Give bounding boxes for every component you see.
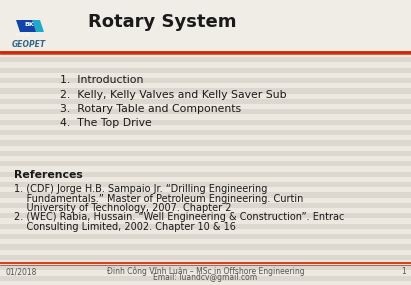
Polygon shape — [16, 20, 36, 32]
Polygon shape — [24, 20, 44, 32]
Bar — [0, 234, 411, 239]
Text: 2.  Kelly, Kelly Valves and Kelly Saver Sub: 2. Kelly, Kelly Valves and Kelly Saver S… — [60, 89, 286, 99]
Bar — [0, 83, 411, 88]
Bar — [0, 62, 411, 68]
Bar — [0, 172, 411, 177]
Text: 4.  The Top Drive: 4. The Top Drive — [60, 119, 152, 129]
Bar — [0, 151, 411, 156]
Bar — [0, 47, 411, 52]
Bar — [0, 255, 411, 260]
Bar — [0, 270, 411, 276]
Bar — [0, 166, 411, 172]
Bar — [0, 99, 411, 104]
Bar — [0, 109, 411, 114]
Text: 1.  Introduction: 1. Introduction — [60, 75, 143, 85]
Bar — [0, 42, 411, 47]
Text: Đinh Công Vĩnh Luân – MSc in Offshore Engineering: Đinh Công Vĩnh Luân – MSc in Offshore En… — [107, 266, 304, 276]
Bar — [0, 21, 411, 26]
Bar — [0, 0, 411, 52]
Bar — [0, 36, 411, 42]
Text: Fundamentals.” Master of Petroleum Engineering. Curtin: Fundamentals.” Master of Petroleum Engin… — [14, 194, 303, 203]
Bar — [0, 31, 411, 36]
Text: Email: luandcv@gmail.com: Email: luandcv@gmail.com — [153, 272, 258, 282]
Bar — [0, 104, 411, 109]
Bar — [0, 182, 411, 187]
Text: 1. (CDF) Jorge H.B. Sampaio Jr. “Drilling Engineering: 1. (CDF) Jorge H.B. Sampaio Jr. “Drillin… — [14, 184, 268, 194]
Text: References: References — [14, 170, 83, 180]
Bar — [0, 130, 411, 135]
Bar — [0, 125, 411, 130]
Text: Consulting Limited, 2002. Chapter 10 & 16: Consulting Limited, 2002. Chapter 10 & 1… — [14, 222, 236, 232]
Bar — [0, 16, 411, 21]
Bar — [0, 156, 411, 161]
Bar — [0, 276, 411, 281]
Bar — [0, 260, 411, 265]
Bar — [0, 281, 411, 285]
Bar — [0, 10, 411, 16]
Bar — [0, 135, 411, 141]
Bar — [0, 78, 411, 83]
Bar — [0, 52, 411, 57]
Bar — [0, 213, 411, 218]
Bar — [0, 208, 411, 213]
Bar — [0, 265, 411, 270]
Text: BK: BK — [24, 23, 34, 27]
Bar — [0, 146, 411, 151]
Text: GEOPET: GEOPET — [12, 40, 46, 49]
Bar — [0, 161, 411, 166]
Bar — [0, 198, 411, 203]
Text: 2. (WEC) Rabia, Hussain. “Well Engineering & Construction”. Entrac: 2. (WEC) Rabia, Hussain. “Well Engineeri… — [14, 213, 344, 223]
Bar — [0, 73, 411, 78]
Bar — [0, 218, 411, 224]
Bar — [0, 192, 411, 198]
Bar — [0, 26, 411, 31]
Bar — [0, 93, 411, 99]
Text: Rotary System: Rotary System — [88, 13, 236, 31]
Text: University of Technology, 2007. Chapter 2: University of Technology, 2007. Chapter … — [14, 203, 231, 213]
Bar — [0, 245, 411, 250]
Bar — [0, 250, 411, 255]
Text: 1: 1 — [401, 268, 406, 276]
Text: 01/2018: 01/2018 — [5, 268, 37, 276]
Text: 3.  Rotary Table and Components: 3. Rotary Table and Components — [60, 104, 241, 114]
Bar — [0, 187, 411, 192]
Bar — [0, 68, 411, 73]
Bar — [0, 5, 411, 10]
Bar — [0, 177, 411, 182]
Bar — [0, 114, 411, 120]
Bar — [0, 120, 411, 125]
Bar — [0, 141, 411, 146]
Bar — [0, 88, 411, 93]
Bar — [0, 239, 411, 245]
Bar — [0, 229, 411, 234]
Bar — [0, 0, 411, 5]
Text: TP.HCM: TP.HCM — [15, 34, 29, 38]
Bar — [0, 203, 411, 208]
Bar — [0, 224, 411, 229]
Bar — [0, 57, 411, 62]
